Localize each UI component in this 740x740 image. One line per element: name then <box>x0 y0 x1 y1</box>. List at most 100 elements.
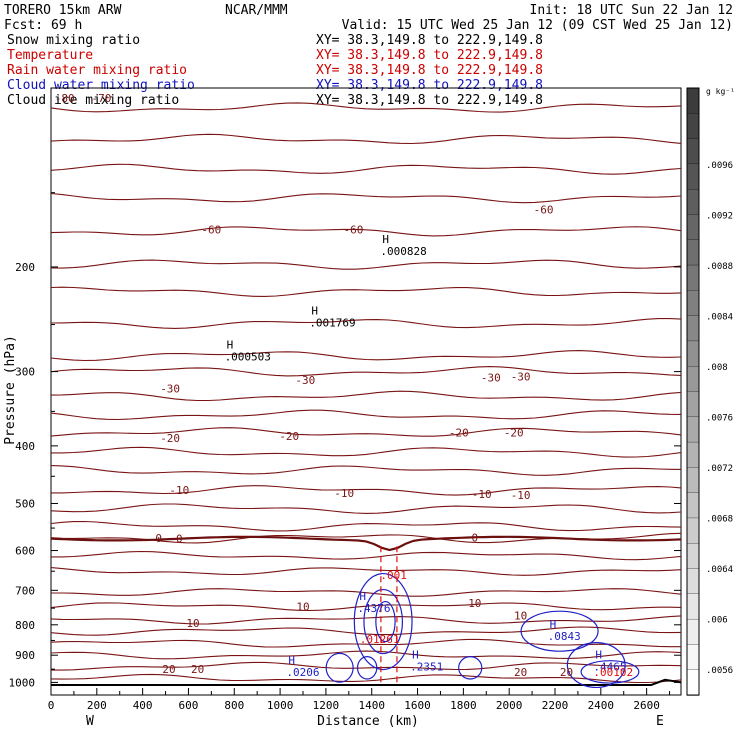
cloud-water-contour <box>325 652 354 683</box>
isotherm-line <box>51 661 682 671</box>
x-axis-title: Distance (km) <box>317 714 419 729</box>
maximum-value: .0843 <box>548 630 581 643</box>
x-tick-label: 1600 <box>404 699 431 712</box>
field-xy-rain: XY= 38.3,149.8 to 222.9,149.8 <box>316 63 543 78</box>
colorbar-swatch <box>686 492 700 519</box>
isotherm-label: 20 <box>514 666 527 679</box>
maximum-value: .0206 <box>286 666 319 679</box>
cloud-water-group <box>325 572 640 689</box>
isotherm-label: 0 <box>155 532 162 545</box>
maximum-value: .4376 <box>357 602 390 615</box>
cloud-water-contour <box>520 610 599 652</box>
colorbar-tick-label: .0072 <box>706 464 733 474</box>
colorbar-swatch <box>686 340 700 367</box>
colorbar-tick-label: .0084 <box>706 313 733 323</box>
isotherm-label: 10 <box>296 600 309 613</box>
colorbar-swatch <box>686 113 700 140</box>
field-xy-cloudice: XY= 38.3,149.8 to 222.9,149.8 <box>316 93 543 108</box>
x-tick-label: 2000 <box>496 699 523 712</box>
y-axis-title: Pressure (hPa) <box>3 335 18 445</box>
isotherm-label: 0 <box>176 533 183 546</box>
isotherm-line <box>50 409 682 421</box>
colorbar-frame <box>686 87 700 696</box>
colorbar-swatch <box>686 543 700 570</box>
maximum-marker: H <box>359 590 366 603</box>
isotherm-label: -20 <box>449 427 469 440</box>
y-tick-label: 1000 <box>9 676 36 689</box>
isotherm-label: -30 <box>295 374 315 387</box>
isotherm-line <box>51 485 682 496</box>
colorbar-tick-label: .0088 <box>706 262 733 272</box>
cloud-water-contour <box>375 600 396 643</box>
isotherm-line <box>50 520 682 532</box>
isotherm-label: -80 <box>55 92 75 105</box>
isotherm-line <box>50 102 682 113</box>
cloud-water-contour <box>353 572 413 671</box>
colorbar-swatch <box>686 669 700 696</box>
colorbar-swatch <box>686 366 700 393</box>
isotherm-line <box>50 503 682 514</box>
x-tick-label: 1200 <box>313 699 340 712</box>
isotherm-label: -30 <box>160 382 180 395</box>
maximum-value: .01261 <box>360 633 400 646</box>
colorbar-swatch <box>686 618 700 646</box>
isotherm-line <box>51 446 682 458</box>
x-tick-label: 2400 <box>588 699 615 712</box>
isotherm-line <box>51 588 682 597</box>
y-tick-label: 300 <box>15 366 35 379</box>
header-valid: Valid: 15 UTC Wed 25 Jan 12 (09 CST Wed … <box>342 18 733 33</box>
isotherm-line <box>50 226 682 237</box>
isotherm-line <box>50 650 682 660</box>
maximum-marker: H <box>550 618 557 631</box>
x-tick-label: 800 <box>224 699 244 712</box>
colorbar-swatch <box>686 391 700 418</box>
colorbar: .0096 .0092 .0088 .0084 .008 .0076 .0072 .0068.… <box>686 87 733 696</box>
header-fcst: Fcst: 69 h <box>4 18 82 33</box>
maxima-labels: H.000503H.001769H.000828.001.01261H.4376… <box>225 233 634 679</box>
isotherm-label: 10 <box>186 617 199 630</box>
x-tick-label: 200 <box>87 699 107 712</box>
rain-water-group <box>380 546 398 685</box>
isotherm-line <box>50 465 682 476</box>
colorbar-swatch <box>686 467 700 494</box>
freezing-level-line <box>50 535 682 552</box>
colorbar-swatch <box>686 138 700 165</box>
colorbar-swatch <box>686 163 700 190</box>
isotherm-label: 20 <box>191 663 204 676</box>
colorbar-swatch <box>686 290 700 317</box>
isotherm-line <box>50 567 682 576</box>
isotherm-line <box>50 133 682 145</box>
colorbar-swatch <box>686 214 700 241</box>
maximum-value: .000828 <box>380 245 426 258</box>
isotherm-label: -20 <box>504 427 524 440</box>
colorbar-tick-label: .006 <box>706 616 728 626</box>
colorbar-tick-label: .0064 <box>706 565 733 575</box>
isotherm-line <box>50 259 682 270</box>
x-tick-label: 0 <box>48 699 55 712</box>
maximum-marker: H <box>412 648 419 661</box>
colorbar-swatch <box>686 416 700 443</box>
colorbar-swatch <box>686 239 700 266</box>
cloud-water-contour <box>363 588 404 655</box>
field-xy-cloudwater: XY= 38.3,149.8 to 222.9,149.8 <box>316 78 543 93</box>
isotherm-label: -30 <box>511 371 531 384</box>
colorbar-swatch <box>686 644 700 671</box>
isotherm-line <box>50 163 682 175</box>
maximum-value: .4465 <box>593 660 626 673</box>
isotherm-label: -60 <box>534 203 554 216</box>
maximum-value: .00102 <box>593 666 633 679</box>
colorbar-unit: g kg⁻¹ <box>706 87 735 96</box>
y-tick-label: 500 <box>15 497 35 510</box>
colorbar-swatch <box>686 87 700 114</box>
x-end-east: E <box>656 714 664 729</box>
x-tick-label: 400 <box>133 699 153 712</box>
isotherm-label: -30 <box>481 372 501 385</box>
colorbar-swatch <box>686 593 700 620</box>
isotherm-line <box>50 318 682 329</box>
field-label-cloudice: Cloud ice mixing ratio <box>7 93 179 108</box>
y-tick-label: 200 <box>15 261 35 274</box>
isotherm-label: -10 <box>472 488 492 501</box>
colorbar-tick-label: .0096 <box>706 161 733 171</box>
x-tick-label: 1400 <box>358 699 385 712</box>
